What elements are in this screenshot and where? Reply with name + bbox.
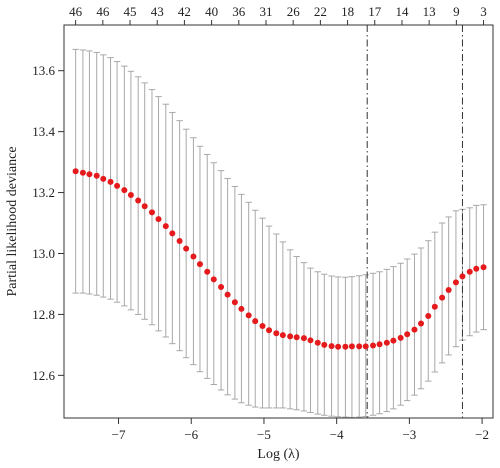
data-point	[452, 279, 459, 286]
data-point	[218, 284, 225, 290]
top-tick-label: 17	[368, 4, 382, 19]
data-point	[107, 178, 114, 185]
data-point	[259, 322, 266, 329]
y-tick-label: 13.0	[32, 246, 55, 261]
data-point	[480, 264, 487, 271]
data-point	[370, 342, 377, 349]
data-point	[445, 287, 452, 294]
data-point	[466, 268, 473, 275]
data-point	[114, 182, 121, 189]
top-tick-label: 42	[178, 4, 191, 19]
data-point	[431, 303, 438, 310]
data-point	[224, 291, 231, 298]
data-point	[210, 276, 217, 283]
data-point	[238, 305, 245, 312]
data-point	[135, 197, 142, 204]
data-point	[183, 245, 190, 252]
top-tick-label: 22	[314, 4, 327, 19]
axes-layer: −7 −6 −5 −4 −3 −2 12.6 12.8 13.0 13.2 13.4 13.6 46 46…	[32, 4, 494, 442]
x-tick-label: −2	[475, 427, 489, 442]
x-tick-label: −6	[184, 427, 198, 442]
data-point	[390, 337, 397, 344]
y-tick-label: 12.8	[32, 307, 55, 322]
data-point	[314, 339, 321, 346]
top-tick-label: 18	[341, 4, 354, 19]
data-point	[204, 268, 211, 275]
top-tick-label: 9	[453, 4, 460, 19]
data-point	[169, 230, 176, 237]
data-point	[321, 341, 328, 348]
data-point	[231, 299, 238, 306]
data-point	[266, 327, 273, 334]
points-layer	[72, 168, 487, 350]
data-point	[287, 333, 294, 340]
top-tick-label: 3	[480, 4, 487, 19]
top-tick-label: 13	[423, 4, 436, 19]
top-tick-label: 40	[205, 4, 218, 19]
data-point	[86, 171, 93, 178]
data-point	[356, 343, 363, 350]
data-point	[273, 330, 280, 337]
data-point	[473, 265, 480, 272]
y-tick-label: 12.6	[32, 368, 55, 383]
y-tick-label: 13.4	[32, 124, 55, 139]
data-point	[72, 168, 79, 175]
data-point	[439, 294, 446, 301]
data-point	[411, 326, 418, 333]
x-axis-title: Log (λ)	[257, 447, 300, 462]
data-point	[397, 334, 404, 341]
top-tick-label: 46	[69, 4, 83, 19]
data-point	[404, 331, 411, 338]
data-point	[148, 209, 155, 216]
y-tick-label: 13.6	[32, 63, 55, 78]
top-tick-label: 31	[259, 4, 272, 19]
data-point	[141, 203, 148, 210]
data-point	[79, 169, 86, 176]
data-point	[418, 320, 425, 327]
data-point	[348, 343, 355, 350]
data-point	[252, 318, 259, 325]
top-tick-label: 14	[395, 4, 409, 19]
data-point	[342, 343, 349, 350]
data-point	[376, 341, 383, 348]
top-tick-label: 45	[124, 4, 137, 19]
data-point	[307, 337, 314, 344]
data-point	[335, 343, 342, 350]
top-tick-label: 26	[287, 4, 301, 19]
data-point	[279, 332, 286, 339]
top-tick-label: 36	[232, 4, 246, 19]
data-point	[121, 187, 128, 194]
y-axis-title: Partial likelihood deviance	[5, 146, 20, 296]
data-point	[328, 343, 335, 350]
data-point	[383, 339, 390, 346]
data-point	[459, 273, 466, 280]
data-point	[127, 191, 134, 198]
data-point	[293, 334, 300, 341]
data-point	[93, 172, 100, 179]
x-tick-label: −3	[402, 427, 416, 442]
data-point	[100, 175, 107, 182]
data-point	[190, 253, 197, 260]
top-tick-label: 43	[151, 4, 164, 19]
x-tick-label: −7	[112, 427, 126, 442]
y-tick-label: 13.2	[32, 185, 55, 200]
data-point	[425, 312, 432, 319]
x-tick-label: −5	[257, 427, 271, 442]
data-point	[196, 261, 203, 268]
data-point	[300, 335, 307, 342]
data-point	[245, 312, 252, 319]
errorbars-layer	[72, 48, 487, 418]
data-point	[162, 223, 169, 230]
data-point	[362, 343, 369, 350]
top-tick-label: 46	[96, 4, 110, 19]
x-tick-label: −4	[330, 427, 344, 442]
data-point	[176, 237, 183, 244]
data-point	[155, 216, 162, 223]
plot-frame	[63, 24, 494, 419]
